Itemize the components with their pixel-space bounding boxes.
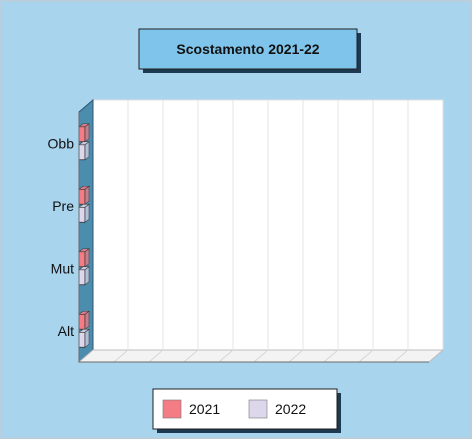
floor-gridline: [393, 349, 409, 363]
legend-label: 2021: [189, 401, 220, 417]
floor-gridline: [218, 349, 234, 363]
bar-side: [84, 310, 90, 330]
legend-box: [152, 388, 338, 430]
bar: [78, 144, 86, 161]
floor-gridline: [358, 349, 374, 363]
category-tick-label: Pre: [52, 198, 74, 214]
category-tick-label: Alt: [58, 323, 74, 339]
floor-gridline: [148, 349, 164, 363]
bar-side: [84, 123, 90, 143]
bar: [78, 206, 86, 223]
category-tick-label: Obb: [48, 135, 75, 151]
bar: [78, 251, 86, 268]
title-box: [138, 28, 358, 70]
bar-side: [84, 248, 90, 268]
bars: [78, 123, 90, 348]
bar: [78, 269, 86, 286]
floor-gridline: [253, 349, 269, 363]
bar: [78, 313, 86, 330]
gridlines: [113, 100, 409, 363]
bar-side: [84, 185, 90, 205]
bar: [78, 331, 86, 348]
bar-side: [84, 141, 90, 161]
legend-label: 2022: [275, 401, 306, 417]
floor-gridline: [323, 349, 339, 363]
bar-side: [84, 328, 90, 348]
bar: [78, 188, 86, 205]
legend-swatch: [248, 399, 268, 419]
bar-side: [84, 203, 90, 223]
bar: [78, 126, 86, 143]
category-tick-labels: Obb Pre Mut Alt: [48, 135, 75, 339]
floor-gridline: [113, 349, 129, 363]
floor-gridline: [183, 349, 199, 363]
category-tick-label: Mut: [51, 260, 74, 276]
legend: 2021 2022: [162, 399, 306, 419]
floor-gridline: [288, 349, 304, 363]
legend-swatch: [162, 399, 182, 419]
bar-side: [84, 266, 90, 286]
chart-title: Scostamento 2021-22: [176, 41, 319, 57]
